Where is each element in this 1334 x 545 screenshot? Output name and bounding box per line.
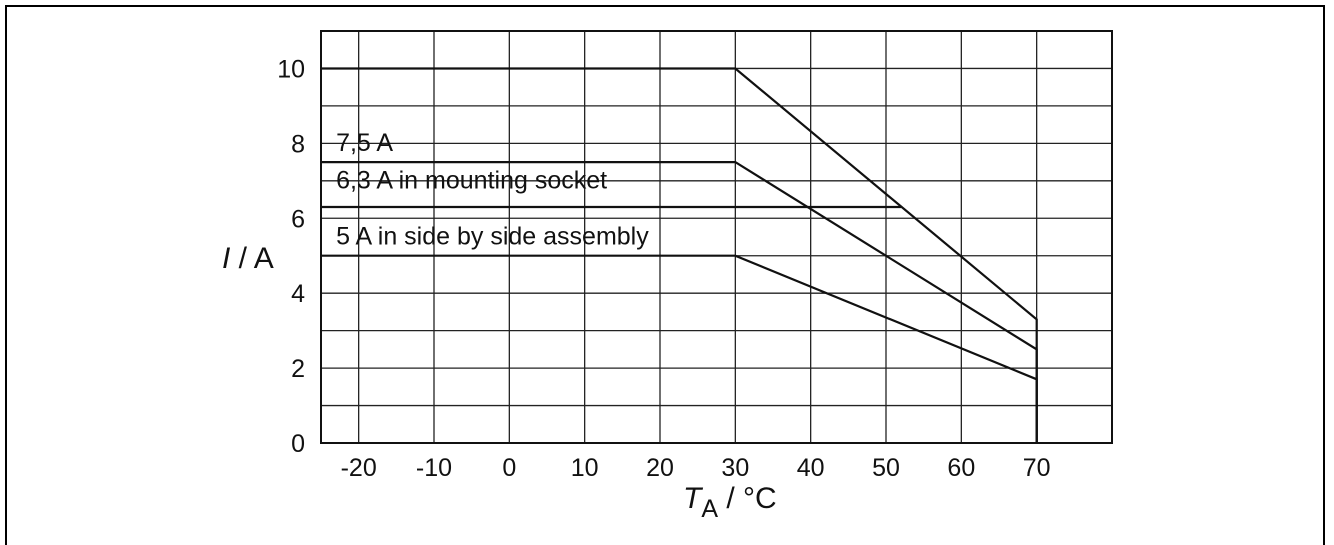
series-curve-3 (321, 254, 1038, 443)
y-tick-label-3: 6 (291, 205, 305, 233)
curve-labels: 7,5 A 6,3 A in mounting socket 5 A in side… (336, 129, 649, 251)
x-tick-label-7: 50 (872, 454, 900, 482)
x-axis-title: TA / °C (683, 482, 777, 523)
curve-label-0: 7,5 A (336, 129, 393, 157)
grid-lines (321, 31, 1112, 443)
y-tick-labels: 0 2 4 6 8 10 (277, 55, 305, 458)
y-tick-label-2: 4 (291, 280, 305, 308)
chart-frame (5, 5, 1325, 545)
x-tick-label-3: 10 (571, 454, 599, 482)
x-axis-unit: / °C (718, 482, 777, 515)
x-tick-label-9: 70 (1023, 454, 1051, 482)
series-curves (321, 67, 1038, 443)
series-curve-1 (321, 161, 1038, 443)
y-axis-title: I / A (222, 242, 274, 275)
x-tick-label-2: 0 (502, 454, 516, 482)
x-tick-label-4: 20 (646, 454, 674, 482)
x-tick-label-0: -20 (341, 454, 377, 482)
curve-label-1: 6,3 A in mounting socket (336, 166, 607, 194)
y-tick-label-4: 8 (291, 130, 305, 158)
x-tick-label-5: 30 (721, 454, 749, 482)
x-tick-labels: -20 -10 0 10 20 30 40 50 60 70 (341, 454, 1051, 482)
y-axis-symbol: I (222, 242, 230, 275)
plot-border (320, 30, 1113, 444)
y-tick-label-0: 0 (291, 430, 305, 458)
x-axis-subscript: A (701, 495, 718, 523)
x-axis-symbol: T (683, 482, 704, 515)
x-tick-label-8: 60 (947, 454, 975, 482)
x-tick-label-6: 40 (797, 454, 825, 482)
y-tick-label-1: 2 (291, 355, 305, 383)
y-axis-unit: / A (230, 242, 273, 275)
y-tick-label-5: 10 (277, 55, 305, 83)
curve-label-2: 5 A in side by side assembly (336, 222, 649, 250)
x-tick-label-1: -10 (416, 454, 452, 482)
